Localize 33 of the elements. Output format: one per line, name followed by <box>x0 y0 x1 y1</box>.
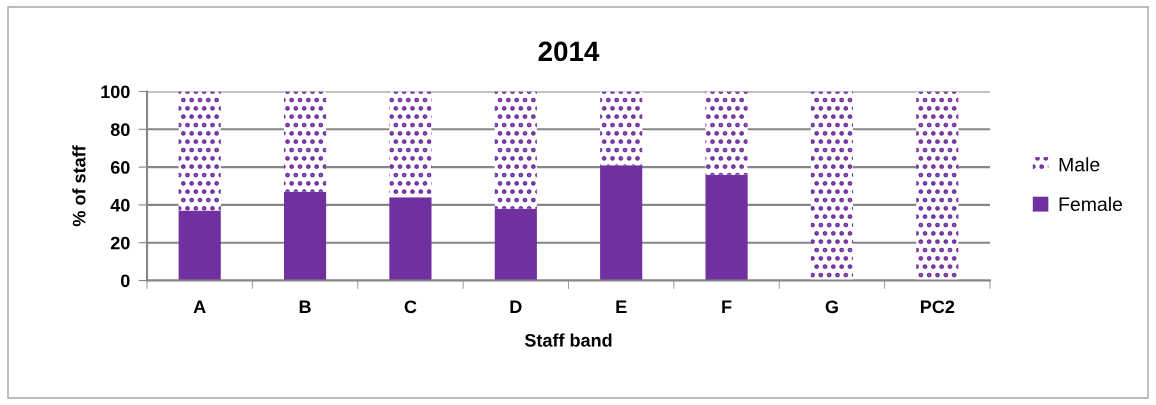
bar <box>600 165 643 281</box>
chart-title: 2014 <box>538 41 600 62</box>
bar <box>283 91 327 192</box>
bar <box>178 210 221 281</box>
x-tick-label: PC2 <box>920 300 955 314</box>
x-tick-label: E <box>616 300 627 314</box>
bar <box>810 91 854 281</box>
bar <box>705 91 748 175</box>
x-tick-label: G <box>825 300 838 314</box>
bar <box>916 91 959 281</box>
y-axis-title: % of staff <box>72 145 86 227</box>
x-tick-label: C <box>404 300 417 314</box>
bar <box>178 91 221 211</box>
bar <box>600 91 643 166</box>
y-tick-label: 0 <box>121 274 130 288</box>
bar <box>283 191 327 281</box>
y-tick-label: 40 <box>110 198 130 212</box>
x-tick-label: B <box>299 300 311 314</box>
y-tick-label: 60 <box>110 161 130 174</box>
bar <box>389 197 432 281</box>
y-tick-label: 20 <box>110 236 130 250</box>
x-tick-label: F <box>722 300 732 314</box>
x-tick-label: D <box>510 300 522 314</box>
y-tick-label: 80 <box>110 123 130 137</box>
x-tick-label: A <box>193 300 206 314</box>
bar <box>705 174 748 281</box>
x-axis-title: Staff band <box>524 333 612 347</box>
bar <box>494 208 537 281</box>
legend-label: Female <box>1059 196 1123 212</box>
bar <box>494 91 537 209</box>
legend-label: Male <box>1059 157 1100 172</box>
y-tick-label: 100 <box>101 85 130 99</box>
bar <box>389 91 432 198</box>
